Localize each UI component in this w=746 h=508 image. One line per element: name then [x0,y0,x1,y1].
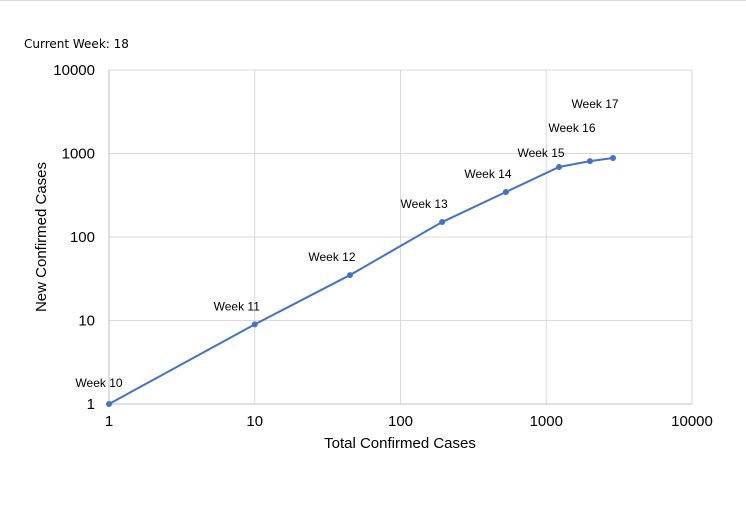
data-label: Week 17 [571,97,618,111]
x-tick-label: 10 [246,413,263,430]
data-label: Week 10 [75,376,122,390]
current-week-label: Current Week: 18 [24,37,129,51]
data-point [251,321,258,328]
x-tick-label: 1 [105,413,113,430]
data-point [556,164,563,171]
data-label: Week 14 [464,167,511,181]
y-tick-label: 10 [78,313,95,330]
data-label: Week 13 [401,197,448,211]
series-line [108,156,614,405]
data-label: Week 16 [548,121,595,135]
x-tick-label: 1000 [530,413,563,430]
x-tick-label: 10000 [671,413,713,430]
y-tick-label: 1 [87,396,95,413]
data-point [106,401,112,407]
y-axis-label: New Confirmed Cases [33,162,50,312]
y-tick-label: 10000 [53,62,95,79]
x-axis-label: Total Confirmed Cases [324,435,476,452]
data-point [586,158,593,165]
y-tick-label: 100 [70,229,95,246]
data-point [346,272,353,279]
data-label: Week 11 [214,299,261,313]
data-point [610,154,617,161]
data-label: Week 15 [517,146,564,160]
y-tick-label: 1000 [62,146,95,163]
data-point [439,219,446,226]
data-point [502,188,509,195]
data-label: Week 12 [308,250,355,264]
x-tick-label: 100 [388,413,413,430]
